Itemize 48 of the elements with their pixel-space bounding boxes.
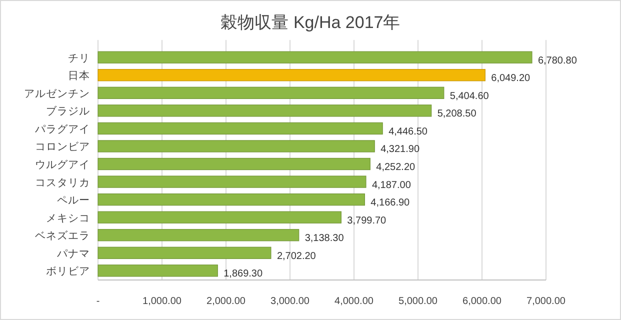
bar bbox=[98, 229, 300, 242]
y-tick-label: チリ bbox=[68, 52, 90, 64]
x-tick-label: 5,000.00 bbox=[398, 296, 438, 307]
bar bbox=[98, 211, 342, 224]
bar bbox=[98, 246, 272, 259]
bar bbox=[98, 122, 383, 135]
y-tick-label: ブラジル bbox=[46, 104, 90, 118]
x-tick-label: 3,000.00 bbox=[270, 296, 310, 307]
y-tick-label: アルゼンチン bbox=[24, 88, 90, 100]
data-label: 4,187.00 bbox=[372, 180, 412, 191]
y-tick-label: 日本 bbox=[68, 69, 90, 82]
data-label: 3,138.30 bbox=[304, 233, 344, 244]
data-label: 4,321.90 bbox=[380, 144, 420, 156]
x-tick-label: 1,000.00 bbox=[142, 296, 182, 307]
x-tick-label: 2,000.00 bbox=[206, 296, 246, 307]
data-label: 4,252.20 bbox=[376, 162, 416, 173]
data-label: 2,702.20 bbox=[276, 250, 316, 262]
y-tick-label: コスタリカ bbox=[35, 176, 90, 189]
bar bbox=[98, 140, 375, 152]
bar bbox=[98, 86, 444, 99]
bar bbox=[98, 158, 370, 170]
y-tick-label: ボリビア bbox=[46, 266, 90, 278]
y-tick-label: ウルグアイ bbox=[35, 159, 90, 171]
x-tick-label: - bbox=[96, 296, 100, 307]
data-label: 4,446.50 bbox=[388, 126, 428, 138]
data-label: 1,869.30 bbox=[224, 268, 263, 280]
data-label: 3,799.70 bbox=[347, 215, 387, 226]
x-tick-label: 4,000.00 bbox=[334, 296, 374, 307]
data-label: 4,166.90 bbox=[370, 198, 410, 209]
bar bbox=[98, 51, 532, 64]
y-tick-label: メキシコ bbox=[46, 212, 90, 224]
y-tick-label: コロンビア bbox=[35, 141, 90, 154]
bar bbox=[98, 69, 486, 82]
x-tick-label: 6,000.00 bbox=[462, 296, 502, 307]
data-label: 6,049.20 bbox=[491, 73, 531, 84]
data-label: 5,404.60 bbox=[450, 90, 490, 102]
data-label: 5,208.50 bbox=[437, 108, 477, 120]
bar bbox=[98, 176, 366, 188]
y-tick-label: ベネズエラ bbox=[35, 230, 90, 242]
chart-title: 穀物収量 Kg/Ha 2017年 bbox=[220, 13, 400, 32]
bar bbox=[98, 104, 432, 117]
bar bbox=[98, 193, 365, 206]
y-tick-label: パナマ bbox=[56, 248, 90, 260]
x-tick-label: 7,000.00 bbox=[526, 296, 566, 307]
data-label: 6,780.80 bbox=[538, 55, 578, 66]
y-tick-label: ペルー bbox=[57, 194, 90, 207]
bar bbox=[98, 264, 218, 277]
y-tick-label: パラグアイ bbox=[34, 123, 90, 136]
